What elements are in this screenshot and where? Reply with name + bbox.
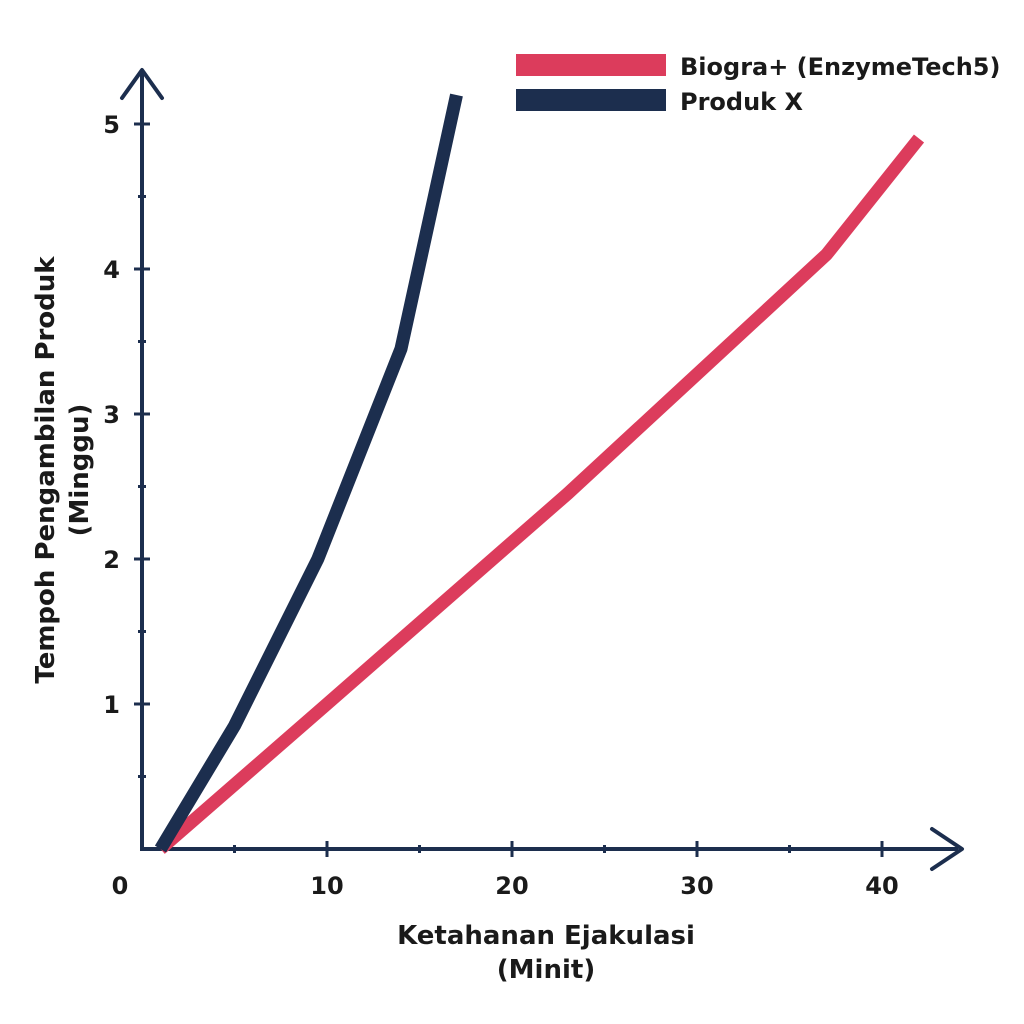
series-line-produk-x	[154, 93, 463, 853]
legend-swatch-biogra	[516, 54, 666, 76]
y-tick-label: 2	[103, 546, 120, 574]
y-axis-title-line2: (Minggu)	[65, 404, 95, 537]
x-axis-title-line2: (Minit)	[497, 955, 595, 985]
y-axis-title-line1: Tempoh Pengambilan Produk	[31, 256, 61, 684]
ticks	[134, 122, 884, 857]
y-tick-label: 1	[103, 691, 120, 719]
legend: Biogra+ (EnzymeTech5) Produk X	[516, 53, 1000, 116]
x-tick-label: 40	[865, 872, 898, 900]
x-tick-label: 30	[680, 872, 713, 900]
y-axis-arrowhead	[120, 68, 164, 100]
legend-swatch-produk-x	[516, 89, 666, 111]
y-tick-label: 4	[103, 256, 120, 284]
x-tick-label: 10	[310, 872, 343, 900]
tick-labels: 0 10 20 30 40 1 2 3 4 5	[103, 111, 898, 900]
series-lines	[154, 93, 925, 854]
y-tick-label: 5	[103, 111, 120, 139]
axes	[120, 68, 964, 871]
y-tick-label: 3	[103, 401, 120, 429]
x-axis-arrowhead	[930, 827, 964, 871]
x-axis-title-line1: Ketahanan Ejakulasi	[397, 921, 695, 951]
legend-label-produk-x: Produk X	[680, 88, 803, 116]
x-tick-label: 20	[495, 872, 528, 900]
x-tick-label: 0	[112, 872, 129, 900]
series-line-biogra	[156, 134, 925, 854]
legend-label-biogra: Biogra+ (EnzymeTech5)	[680, 53, 1000, 81]
